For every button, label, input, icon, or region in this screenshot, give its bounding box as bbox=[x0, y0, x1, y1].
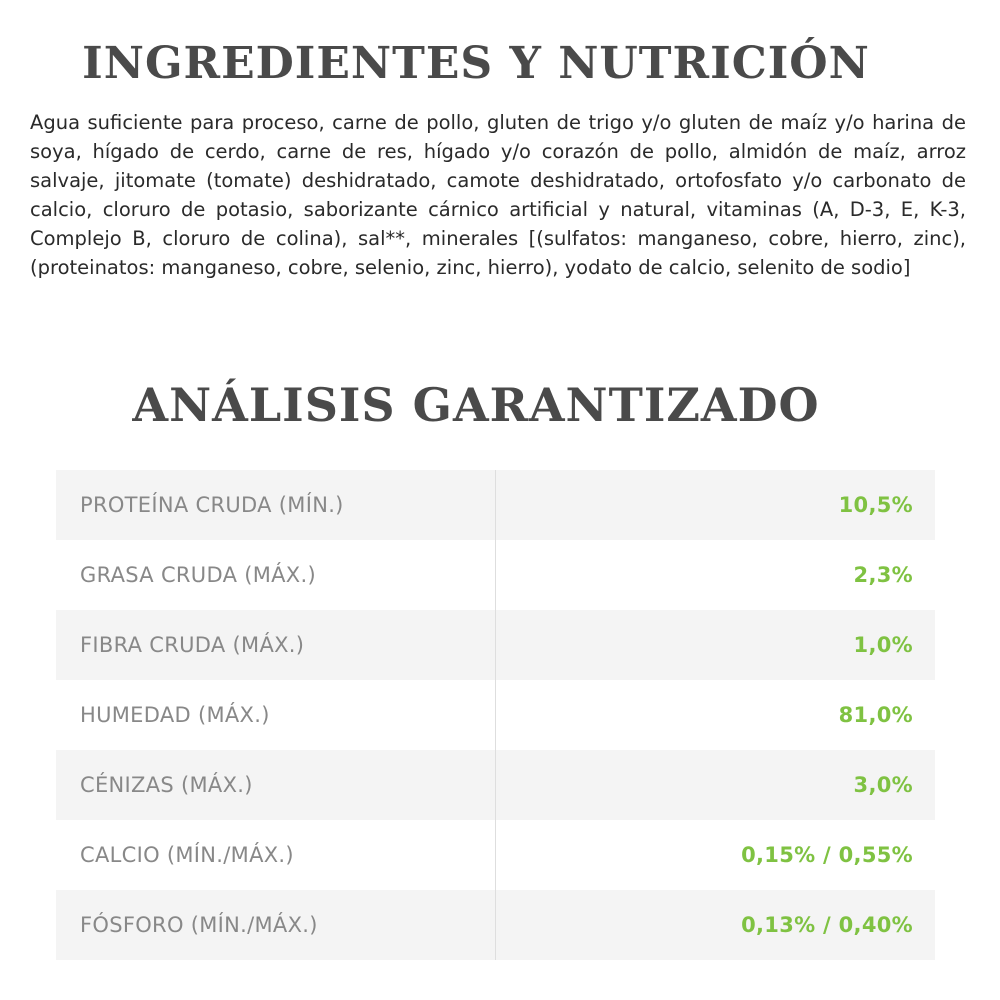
nutrient-label: PROTEÍNA CRUDA (MÍN.) bbox=[56, 470, 496, 540]
nutrient-value: 10,5% bbox=[838, 493, 913, 517]
nutrient-label: GRASA CRUDA (MÁX.) bbox=[56, 540, 496, 610]
nutrient-value: 1,0% bbox=[853, 633, 913, 657]
table-row: CÉNIZAS (MÁX.) 3,0% bbox=[56, 750, 935, 820]
nutrient-label: FIBRA CRUDA (MÁX.) bbox=[56, 610, 496, 680]
nutrient-value: 0,13% / 0,40% bbox=[741, 913, 913, 937]
nutrient-label: CALCIO (MÍN./MÁX.) bbox=[56, 820, 496, 890]
nutrient-value: 3,0% bbox=[853, 773, 913, 797]
table-row: GRASA CRUDA (MÁX.) 2,3% bbox=[56, 540, 935, 610]
analysis-title: ANÁLISIS GARANTIZADO bbox=[132, 378, 820, 432]
nutrient-value: 0,15% / 0,55% bbox=[741, 843, 913, 867]
nutrient-label: CÉNIZAS (MÁX.) bbox=[56, 750, 496, 820]
table-row: FÓSFORO (MÍN./MÁX.) 0,13% / 0,40% bbox=[56, 890, 935, 960]
table-row: CALCIO (MÍN./MÁX.) 0,15% / 0,55% bbox=[56, 820, 935, 890]
ingredients-list-text: Agua suficiente para proceso, carne de p… bbox=[30, 111, 966, 279]
table-row: PROTEÍNA CRUDA (MÍN.) 10,5% bbox=[56, 470, 935, 540]
nutrient-label: FÓSFORO (MÍN./MÁX.) bbox=[56, 890, 496, 960]
table-row: FIBRA CRUDA (MÁX.) 1,0% bbox=[56, 610, 935, 680]
table-row: HUMEDAD (MÁX.) 81,0% bbox=[56, 680, 935, 750]
nutrient-label: HUMEDAD (MÁX.) bbox=[56, 680, 496, 750]
nutrient-value: 81,0% bbox=[838, 703, 913, 727]
ingredients-title: INGREDIENTES Y NUTRICIÓN bbox=[82, 38, 870, 89]
guaranteed-analysis-table: PROTEÍNA CRUDA (MÍN.) 10,5% GRASA CRUDA … bbox=[56, 470, 935, 960]
nutrient-value: 2,3% bbox=[853, 563, 913, 587]
